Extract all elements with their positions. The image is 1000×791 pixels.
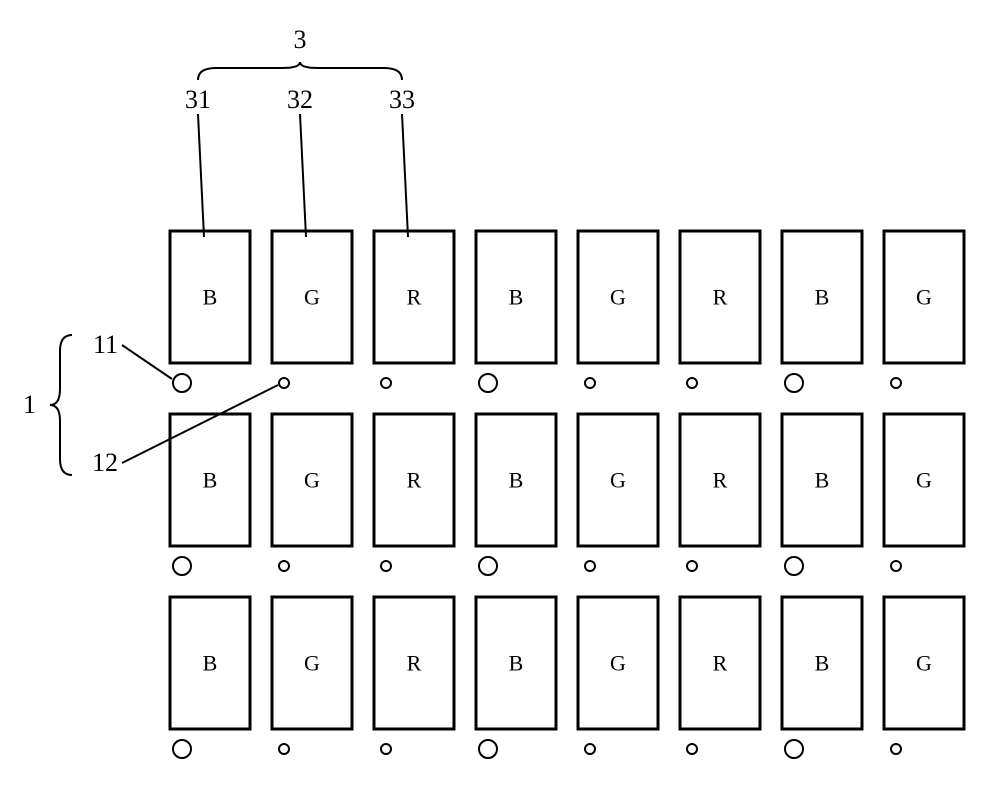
subpixel-label: G <box>610 468 626 493</box>
subpixel-label: B <box>815 468 830 493</box>
via-small <box>279 744 289 754</box>
via-large <box>479 740 497 758</box>
via-small <box>381 744 391 754</box>
via-small <box>891 378 901 388</box>
via-small <box>381 378 391 388</box>
subpixel-label: B <box>203 468 218 493</box>
leader-line <box>122 385 278 463</box>
subpixel-label: R <box>713 651 728 676</box>
via-large <box>479 374 497 392</box>
subpixel-label: B <box>509 468 524 493</box>
subpixel-label: R <box>407 651 422 676</box>
subpixel-label: G <box>610 651 626 676</box>
subpixel-label: R <box>713 468 728 493</box>
via-small <box>585 561 595 571</box>
subpixel-label: G <box>304 285 320 310</box>
via-small <box>891 561 901 571</box>
subpixel-label: B <box>203 285 218 310</box>
callout-label: 11 <box>93 330 118 359</box>
subpixel-label: B <box>203 651 218 676</box>
via-small <box>891 744 901 754</box>
subpixel-label: B <box>509 651 524 676</box>
via-small <box>381 561 391 571</box>
via-large <box>173 740 191 758</box>
subpixel-label: G <box>916 468 932 493</box>
via-small <box>279 378 289 388</box>
subpixel-label: G <box>916 285 932 310</box>
subpixel-label: G <box>916 651 932 676</box>
subpixel-label: B <box>509 285 524 310</box>
via-large <box>479 557 497 575</box>
via-large <box>785 557 803 575</box>
subpixel-label: R <box>713 285 728 310</box>
subpixel-label: B <box>815 285 830 310</box>
via-large <box>785 374 803 392</box>
callout-label: 31 <box>185 85 211 114</box>
via-small <box>279 561 289 571</box>
leader-line <box>300 114 306 237</box>
leader-line <box>198 114 204 237</box>
via-small <box>585 744 595 754</box>
via-small <box>687 744 697 754</box>
subpixel-label: G <box>610 285 626 310</box>
subpixel-label: G <box>304 651 320 676</box>
callout-label: 32 <box>287 85 313 114</box>
leader-line <box>402 114 408 237</box>
via-small <box>687 378 697 388</box>
group-label: 1 <box>23 390 36 419</box>
group-label: 3 <box>294 25 307 54</box>
callout-label: 12 <box>92 448 118 477</box>
subpixel-label: B <box>815 651 830 676</box>
callout-label: 33 <box>389 85 415 114</box>
subpixel-label: R <box>407 285 422 310</box>
via-small <box>687 561 697 571</box>
subpixel-label: R <box>407 468 422 493</box>
subpixel-label: G <box>304 468 320 493</box>
via-large <box>173 557 191 575</box>
via-small <box>585 378 595 388</box>
via-large <box>785 740 803 758</box>
brace-left <box>50 335 72 475</box>
leader-line <box>122 345 172 379</box>
via-large <box>173 374 191 392</box>
brace-top <box>198 62 402 80</box>
